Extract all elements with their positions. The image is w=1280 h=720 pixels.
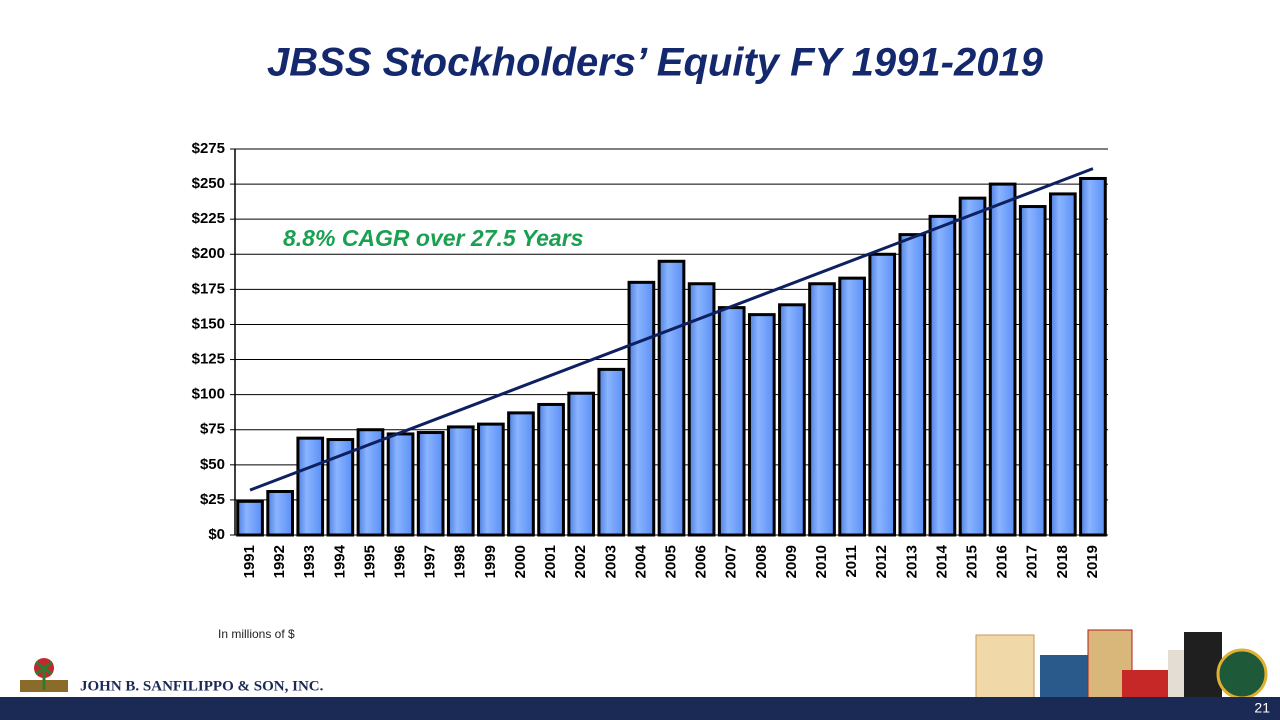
trend-line xyxy=(249,167,1094,492)
x-tick-label: 2011 xyxy=(843,545,860,578)
bar xyxy=(747,313,776,537)
x-tick-label: 2018 xyxy=(1054,545,1071,578)
y-tick-label: $25 xyxy=(200,491,225,508)
bar xyxy=(958,196,987,537)
bar xyxy=(657,259,686,537)
y-tick-label: $250 xyxy=(192,175,225,192)
x-tick-label: 1991 xyxy=(241,545,258,578)
y-tick-label: $0 xyxy=(208,526,225,543)
x-tick-label: 1997 xyxy=(422,545,439,578)
bar xyxy=(416,431,445,537)
x-tick-label: 2014 xyxy=(933,544,950,578)
x-tick-label: 2001 xyxy=(542,545,559,578)
y-tick-label: $125 xyxy=(192,351,225,368)
y-tick-label: $50 xyxy=(200,456,225,473)
bar xyxy=(988,182,1017,537)
bar xyxy=(868,252,897,537)
y-tick-label: $150 xyxy=(192,315,225,332)
bar xyxy=(1018,205,1047,537)
x-tick-label: 2007 xyxy=(723,545,740,578)
footer-bar xyxy=(0,697,1280,720)
x-tick-label: 2017 xyxy=(1024,545,1041,578)
x-tick-label: 2006 xyxy=(693,545,710,578)
bar xyxy=(386,432,415,537)
y-tick-label: $225 xyxy=(192,210,225,227)
bar xyxy=(296,436,325,537)
x-tick-label: 2015 xyxy=(964,545,981,578)
bar xyxy=(928,214,957,537)
bar xyxy=(717,306,746,537)
logo xyxy=(20,658,68,692)
chart-title: JBSS Stockholders’ Equity FY 1991-2019 xyxy=(267,41,1044,85)
x-tick-label: 1996 xyxy=(392,545,409,578)
x-tick-label: 2003 xyxy=(602,545,619,578)
bar xyxy=(597,367,626,537)
x-tick-label: 1998 xyxy=(452,545,469,578)
x-tick-label: 1992 xyxy=(271,545,288,578)
x-tick-label: 2005 xyxy=(662,545,679,578)
x-tick-label: 2008 xyxy=(753,545,770,578)
bar xyxy=(687,282,716,537)
bar xyxy=(236,499,264,537)
x-tick-label: 2004 xyxy=(632,544,649,578)
x-tick-label: 1995 xyxy=(361,545,378,578)
y-tick-label: $175 xyxy=(192,280,225,297)
x-tick-label: 2019 xyxy=(1084,545,1101,578)
bar xyxy=(627,280,656,537)
y-tick-label: $100 xyxy=(192,386,225,403)
x-tick-label: 1999 xyxy=(482,545,499,578)
x-tick-label: 2000 xyxy=(512,545,529,578)
bar xyxy=(507,411,535,537)
x-tick-label: 1994 xyxy=(331,544,348,578)
bar xyxy=(266,489,294,537)
x-tick-label: 2013 xyxy=(903,545,920,578)
y-tick-label: $75 xyxy=(200,421,225,438)
bar xyxy=(356,428,385,537)
x-tick-label: 2002 xyxy=(572,545,589,578)
y-tick-label: $200 xyxy=(192,245,225,262)
bar xyxy=(898,233,927,537)
annotation: 8.8% CAGR over 27.5 Years xyxy=(283,225,583,251)
bar xyxy=(446,425,475,537)
bar xyxy=(1079,176,1107,537)
bar xyxy=(537,402,565,537)
x-tick-label: 2012 xyxy=(873,545,890,578)
bar xyxy=(838,276,866,537)
bar xyxy=(1049,192,1077,537)
footnote: In millions of $ xyxy=(218,627,295,641)
bar xyxy=(778,303,806,537)
bar xyxy=(808,282,836,537)
company-name: JOHN B. SANFILIPPO & SON, INC. xyxy=(80,678,324,694)
bar xyxy=(567,391,596,537)
x-tick-label: 2016 xyxy=(994,545,1011,578)
x-tick-label: 2010 xyxy=(813,545,830,578)
x-tick-label: 1993 xyxy=(301,545,318,578)
bar xyxy=(477,422,505,537)
y-tick-label: $275 xyxy=(192,140,225,157)
page-number: 21 xyxy=(1254,700,1270,716)
x-tick-label: 2009 xyxy=(783,545,800,578)
